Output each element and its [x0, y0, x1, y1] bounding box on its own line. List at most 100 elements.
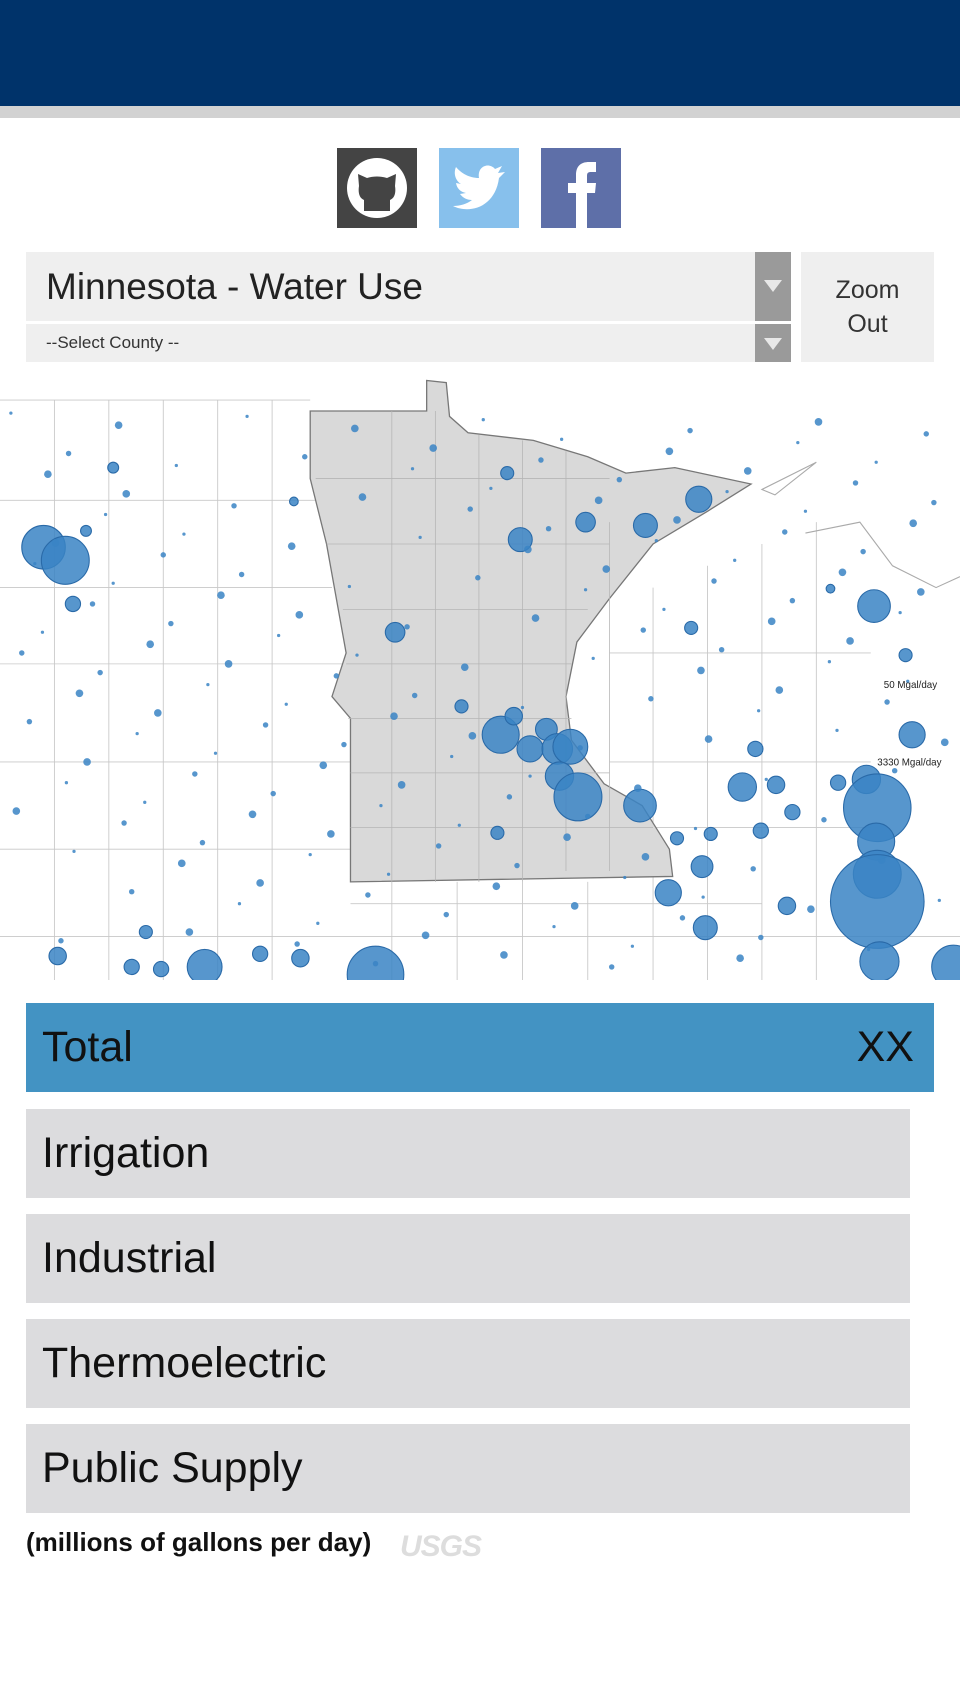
- map[interactable]: 50 Mgal/day 3330 Mgal/day: [0, 375, 960, 980]
- bubble[interactable]: [852, 480, 859, 486]
- bubble[interactable]: [711, 578, 717, 584]
- bubble[interactable]: [752, 822, 769, 839]
- bubble[interactable]: [917, 588, 925, 596]
- bubble[interactable]: [591, 656, 595, 661]
- bubble[interactable]: [72, 849, 76, 854]
- bubble[interactable]: [287, 542, 296, 550]
- bubble[interactable]: [500, 466, 515, 481]
- bubble[interactable]: [789, 597, 796, 604]
- bubble[interactable]: [553, 772, 603, 822]
- bubble[interactable]: [608, 964, 615, 970]
- bubble[interactable]: [570, 902, 579, 910]
- bubble[interactable]: [390, 712, 398, 721]
- bubble[interactable]: [506, 794, 513, 800]
- bubble[interactable]: [248, 810, 257, 819]
- bubble[interactable]: [701, 895, 705, 899]
- bubble[interactable]: [931, 499, 937, 506]
- bubble[interactable]: [19, 650, 25, 656]
- bubble[interactable]: [177, 859, 186, 868]
- bubble[interactable]: [481, 715, 520, 754]
- bubble[interactable]: [114, 421, 123, 429]
- bubble[interactable]: [411, 692, 418, 699]
- bubble[interactable]: [552, 924, 556, 929]
- bubble[interactable]: [152, 960, 170, 978]
- bubble[interactable]: [341, 741, 347, 748]
- bubble[interactable]: [80, 524, 92, 537]
- bubble[interactable]: [421, 931, 430, 940]
- bubble[interactable]: [251, 945, 269, 963]
- bubble[interactable]: [874, 460, 878, 464]
- bubble[interactable]: [492, 882, 501, 891]
- bubble[interactable]: [560, 437, 564, 441]
- bubble[interactable]: [128, 888, 135, 895]
- bubble[interactable]: [245, 414, 249, 419]
- bubble[interactable]: [192, 771, 198, 777]
- bubble[interactable]: [857, 589, 891, 623]
- bubble[interactable]: [475, 575, 481, 581]
- bubble[interactable]: [662, 607, 666, 612]
- bubble[interactable]: [898, 648, 913, 663]
- bubble[interactable]: [224, 660, 233, 668]
- bubble[interactable]: [632, 512, 658, 538]
- bubble[interactable]: [665, 447, 674, 456]
- bubble[interactable]: [583, 588, 588, 592]
- bubble[interactable]: [256, 879, 264, 887]
- bubble[interactable]: [429, 444, 438, 452]
- bubble[interactable]: [585, 813, 591, 820]
- total-row[interactable]: Total XX: [26, 1003, 934, 1092]
- bubble[interactable]: [545, 525, 552, 532]
- bubble[interactable]: [766, 775, 786, 795]
- bubble[interactable]: [386, 872, 391, 876]
- bubble[interactable]: [520, 705, 525, 710]
- bubble[interactable]: [528, 774, 532, 778]
- bubble[interactable]: [64, 781, 69, 785]
- bubble[interactable]: [481, 418, 485, 422]
- bubble[interactable]: [185, 928, 194, 936]
- bubble[interactable]: [623, 875, 627, 880]
- bubble[interactable]: [379, 803, 383, 808]
- bubble[interactable]: [563, 833, 571, 842]
- bubble[interactable]: [692, 915, 718, 941]
- bubble[interactable]: [654, 539, 658, 543]
- bubble[interactable]: [906, 679, 910, 683]
- bubble[interactable]: [767, 617, 776, 626]
- bubble[interactable]: [727, 772, 758, 802]
- bubble[interactable]: [684, 620, 699, 635]
- bubble[interactable]: [669, 831, 685, 846]
- category-row[interactable]: Industrial: [26, 1214, 910, 1303]
- bubble[interactable]: [777, 896, 797, 916]
- bubble[interactable]: [697, 666, 705, 675]
- bubble[interactable]: [898, 611, 902, 615]
- bubble[interactable]: [160, 552, 166, 558]
- bubble[interactable]: [404, 624, 410, 630]
- bubble[interactable]: [575, 511, 596, 533]
- bubble[interactable]: [937, 898, 941, 903]
- bubble[interactable]: [538, 457, 544, 463]
- bubble[interactable]: [182, 532, 186, 536]
- bubble[interactable]: [764, 777, 768, 782]
- bubble[interactable]: [531, 614, 540, 622]
- bubble[interactable]: [685, 485, 713, 513]
- bubble[interactable]: [821, 817, 827, 823]
- county-select[interactable]: --Select County --: [26, 324, 791, 362]
- bubble[interactable]: [58, 938, 64, 944]
- bubble[interactable]: [295, 611, 304, 619]
- bubble[interactable]: [327, 830, 335, 838]
- bubble[interactable]: [524, 545, 532, 554]
- bubble[interactable]: [186, 948, 223, 980]
- bubble[interactable]: [284, 702, 288, 706]
- bubble[interactable]: [507, 527, 533, 553]
- bubble[interactable]: [909, 519, 918, 528]
- bubble[interactable]: [288, 496, 299, 507]
- bubble[interactable]: [577, 745, 583, 751]
- bubble[interactable]: [333, 673, 340, 679]
- bubble[interactable]: [616, 476, 623, 483]
- bubble[interactable]: [213, 751, 218, 755]
- bubble[interactable]: [443, 911, 449, 918]
- bubble[interactable]: [372, 960, 379, 967]
- bubble[interactable]: [123, 958, 140, 976]
- bubble[interactable]: [835, 728, 839, 733]
- bubble[interactable]: [718, 646, 725, 653]
- bubble[interactable]: [827, 660, 832, 664]
- bubble[interactable]: [291, 948, 310, 968]
